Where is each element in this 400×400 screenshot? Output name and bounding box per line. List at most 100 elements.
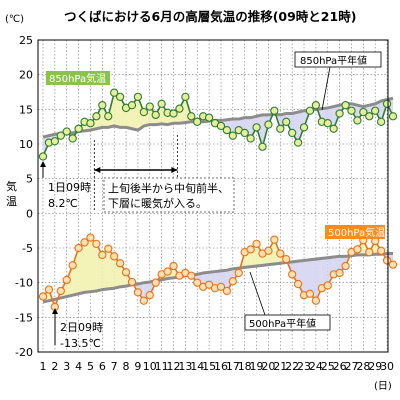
chart-title: つくばにおける6月の高層気温の推移(09時と21時) <box>64 9 356 24</box>
data-point-850 <box>50 137 60 146</box>
data-point-500 <box>353 245 362 254</box>
y-unit-label: (℃) <box>5 14 24 25</box>
bracket-arrow-left <box>94 167 101 173</box>
data-point-500 <box>382 256 392 265</box>
data-point-500 <box>305 289 315 298</box>
anomaly-fill <box>327 257 334 286</box>
data-point-850 <box>115 92 125 102</box>
data-point-850 <box>38 152 48 161</box>
data-point-500 <box>86 233 95 242</box>
data-point-850 <box>151 110 160 120</box>
x-tick-label: 11 <box>155 360 169 373</box>
anomaly-fill <box>114 92 121 128</box>
data-point-500 <box>74 243 83 253</box>
data-point-500 <box>115 259 125 268</box>
x-tick-label: 26 <box>333 360 347 373</box>
y-tick-label: -20 <box>15 346 33 359</box>
x-tick-label: 7 <box>111 360 118 373</box>
data-point-500 <box>264 246 273 255</box>
data-point-850 <box>252 123 261 132</box>
data-point-850 <box>98 101 107 110</box>
y-tick-label: -15 <box>15 311 33 324</box>
data-point-850 <box>187 112 196 121</box>
anomaly-fill <box>102 248 109 290</box>
x-tick-label: 22 <box>285 360 299 373</box>
data-point-500 <box>216 282 226 291</box>
warm-period-annotation-line2: 下層に暖気が入る。 <box>108 196 207 210</box>
y-tick-label: 10 <box>19 138 33 151</box>
x-tick-label: 30 <box>380 360 394 373</box>
anomaly-fill <box>90 237 97 292</box>
data-point-850 <box>68 134 77 143</box>
data-point-500 <box>80 238 89 247</box>
data-point-850 <box>264 120 273 129</box>
data-point-500 <box>110 252 119 261</box>
data-point-850 <box>329 124 338 133</box>
warm-period-bracket <box>93 135 178 212</box>
data-point-500 <box>288 270 297 279</box>
data-point-500 <box>335 268 344 278</box>
x-tick-label: 13 <box>178 360 192 373</box>
plot-frame <box>37 39 389 353</box>
y-axis-label-char-1: 気 <box>6 179 17 193</box>
data-point-850 <box>388 112 398 121</box>
x-tick-label: 4 <box>75 360 82 373</box>
legend-850-normal-box <box>294 51 382 68</box>
data-point-500 <box>222 286 232 296</box>
x-tick-label: 18 <box>238 360 252 373</box>
data-point-500 <box>270 235 279 244</box>
y-tick-label: 15 <box>19 103 33 116</box>
data-point-850 <box>347 106 356 115</box>
x-tick-label: 23 <box>297 360 311 373</box>
warm-period-annotation-box <box>103 177 235 213</box>
data-point-850 <box>335 109 344 118</box>
legend-500-label: 500hPa気温 <box>328 226 385 239</box>
data-point-850 <box>382 99 392 108</box>
x-tick-label: 25 <box>321 360 335 373</box>
legend-500-normal-box <box>244 314 331 331</box>
data-point-500 <box>56 286 65 296</box>
legend-850-box <box>46 71 110 85</box>
data-point-500 <box>276 249 285 258</box>
data-point-850 <box>222 125 232 135</box>
y-axis-label: 気 温 <box>6 179 17 208</box>
x-tick-label: 24 <box>309 360 323 373</box>
y-axis-label-char-2: 温 <box>6 195 17 208</box>
data-point-850 <box>371 106 380 115</box>
data-point-850 <box>323 119 332 128</box>
data-point-850 <box>62 127 71 136</box>
y-tick-label: -5 <box>22 242 33 255</box>
data-point-850 <box>341 101 350 110</box>
data-point-500 <box>163 267 172 276</box>
data-point-850 <box>175 104 184 113</box>
data-point-500 <box>127 277 137 287</box>
data-point-850 <box>110 88 119 97</box>
data-point-850 <box>365 112 374 121</box>
data-point-500 <box>139 296 148 305</box>
data-point-500 <box>193 278 202 287</box>
data-point-500 <box>246 245 255 254</box>
data-point-850 <box>276 124 285 133</box>
data-point-850 <box>288 128 297 138</box>
y-tick-labels: 25 20 15 10 5 0 -5 -10 -15 -20 <box>15 34 33 359</box>
data-point-500 <box>145 290 154 300</box>
data-point-500 <box>282 254 291 264</box>
warm-period-annotation-line1: 上旬後半から中旬前半、 <box>108 181 229 195</box>
data-point-500 <box>234 268 243 278</box>
x-tick-label: 17 <box>226 360 240 373</box>
data-point-850 <box>74 124 83 133</box>
data-point-850 <box>228 131 237 140</box>
data-point-850 <box>56 131 65 140</box>
data-point-850 <box>204 113 214 122</box>
x-tick-label: 19 <box>250 360 264 373</box>
day1-annotation-line1: 1日09時 <box>48 181 91 194</box>
legend-850-normal-pointer <box>321 66 331 111</box>
legend-850-normal-label: 850hPa平年値 <box>300 54 367 67</box>
data-point-850 <box>353 116 362 125</box>
anomaly-fill <box>120 96 127 128</box>
normal-line-500 <box>42 252 393 304</box>
data-point-850 <box>193 117 202 126</box>
data-point-850 <box>246 134 255 143</box>
day2-arrow-head <box>52 308 58 314</box>
